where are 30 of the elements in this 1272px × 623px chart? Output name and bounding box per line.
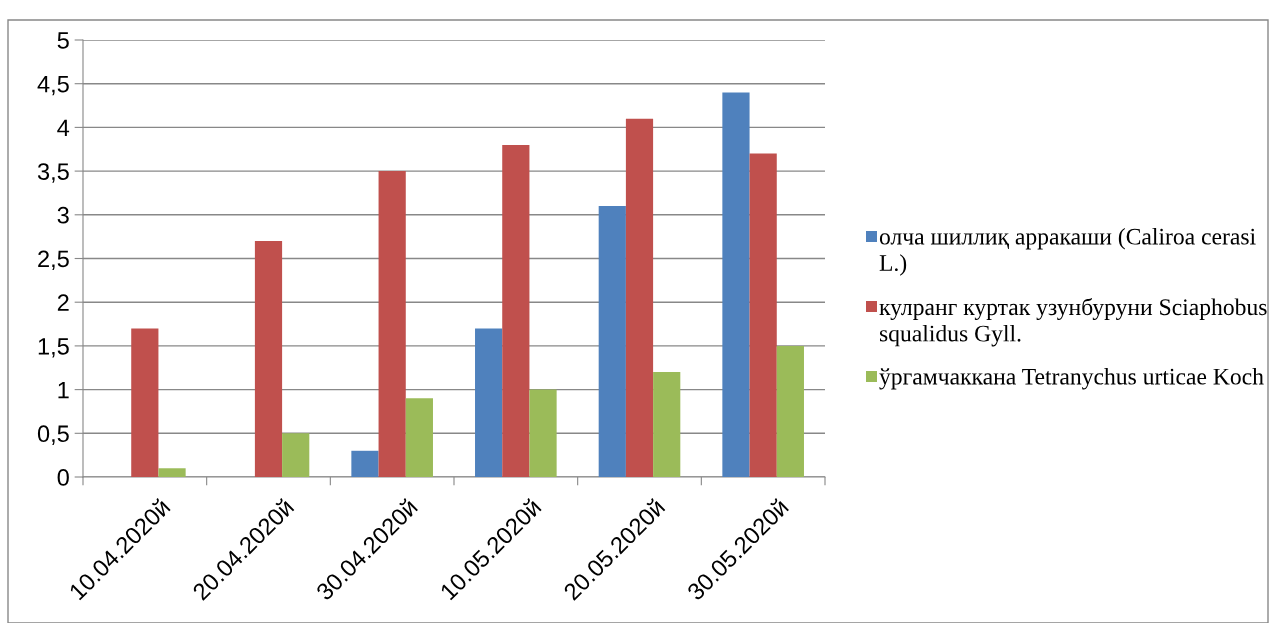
bar [254,241,283,477]
y-tick-label: 0 [57,469,69,486]
y-tick-label: 2,5 [38,250,69,271]
y-tick-label: 4,5 [37,76,69,96]
y-tick-label: 3,5 [37,163,69,183]
bar [502,144,530,477]
y-tick-label: 1 [58,381,69,399]
bar [625,118,654,477]
legend-label: олча шиллиқ арракаши (Caliroa cerasi L.) [879,228,1256,276]
bar [475,328,503,477]
bar [529,389,557,477]
y-tick-label: 1,5 [38,338,69,358]
bar [378,171,406,477]
bar [131,328,159,477]
y-tick-label: 5 [57,32,69,49]
bar [776,345,804,477]
bar [351,450,379,477]
bar [598,206,626,477]
bar [722,92,750,477]
y-tick-label: 3 [57,206,69,224]
bar [749,153,777,477]
y-tick-label: 0,5 [37,425,69,445]
legend-label: ўргамчаккана Tetranychus urticae Koch [879,368,1264,390]
y-tick-label: 4 [57,119,70,136]
y-tick-label: 2 [57,294,69,311]
bar [158,468,186,477]
bar [282,433,310,477]
bar [653,372,681,477]
legend-label: кулранг куртак узунбуруни Sciaphobus squalidus Gyll. [879,298,1267,347]
bar [405,398,433,477]
